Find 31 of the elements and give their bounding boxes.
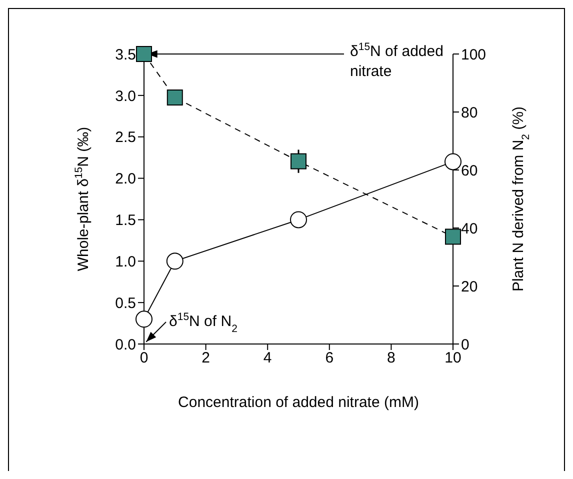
- y2-tick-label: 40: [461, 220, 478, 238]
- y-tick-label: 3.5: [115, 46, 136, 64]
- annotation: δ$^{15}$N of added nitrate: [350, 41, 444, 80]
- y2-tick-label: 0: [461, 336, 470, 354]
- point: [166, 252, 184, 270]
- y2-tick-label: 80: [461, 104, 478, 122]
- x-tick-label: 0: [140, 350, 148, 367]
- point: [290, 153, 306, 170]
- point: [166, 90, 183, 106]
- y-tick-label: 3.0: [115, 88, 136, 105]
- point: [136, 46, 152, 62]
- y-tick-label: 1.0: [115, 253, 136, 270]
- point: [290, 211, 307, 228]
- point: [444, 153, 462, 170]
- x-tick-label: 2: [202, 350, 210, 367]
- y2-tick-label: 100: [461, 46, 486, 64]
- y-tick-label: 0.5: [115, 294, 136, 312]
- x-axis-title: Concentration of added nitrate (mM): [178, 394, 419, 411]
- y-tick-label: 2.5: [115, 129, 136, 146]
- x-tick-label: 4: [263, 350, 272, 367]
- point: [445, 228, 461, 245]
- point: [136, 310, 152, 328]
- y-tick-label: 1.5: [115, 212, 136, 230]
- x-tick-label: 8: [387, 350, 396, 367]
- x-tick-label: 6: [325, 350, 334, 367]
- y2-tick-label: 60: [461, 162, 478, 180]
- y-tick-label: 0.0: [115, 336, 136, 354]
- y-tick-label: 2.0: [115, 170, 136, 188]
- x-tick-label: 10: [444, 350, 462, 367]
- annotation: δ$^{15}$N of N$_{2}$: [169, 311, 238, 335]
- y2-tick-label: 20: [461, 278, 478, 296]
